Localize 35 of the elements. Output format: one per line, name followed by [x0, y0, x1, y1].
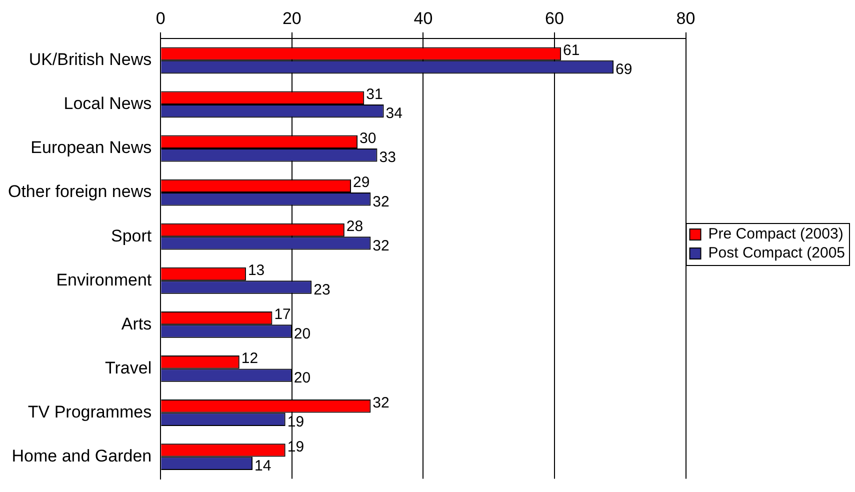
- x-tick-label: 80: [676, 8, 696, 28]
- y-tick-label: Home and Garden: [12, 446, 152, 466]
- data-label: 32: [372, 193, 390, 210]
- legend-label: Post Compact (2005: [708, 244, 846, 262]
- data-label: 61: [563, 42, 580, 59]
- data-label: 33: [379, 149, 396, 166]
- data-label: 69: [616, 61, 632, 78]
- y-tick-label: TV Programmes: [28, 402, 152, 422]
- data-label: 30: [360, 130, 376, 148]
- y-tick-label: Local News: [64, 94, 152, 114]
- data-label: 14: [254, 458, 272, 475]
- data-label: 31: [366, 86, 383, 103]
- y-tick-label: UK/British News: [28, 50, 152, 70]
- data-label: 20: [294, 369, 311, 386]
- y-tick-label: Travel: [105, 358, 152, 378]
- y-tick-label: Other foreign news: [8, 182, 152, 202]
- data-label: 32: [372, 394, 390, 412]
- y-tick-label: European News: [30, 138, 152, 158]
- x-tick-label: 0: [156, 8, 166, 28]
- data-label: 29: [352, 174, 370, 192]
- data-label: 34: [386, 105, 402, 122]
- data-label: 13: [248, 262, 265, 280]
- data-label: 32: [372, 237, 390, 254]
- x-tick-label: 60: [545, 8, 564, 28]
- x-tick-label: 40: [414, 8, 433, 28]
- legend-label: Pre Compact (2003): [708, 226, 844, 243]
- y-tick-label: Environment: [56, 270, 152, 290]
- x-tick-label: 20: [282, 8, 302, 28]
- data-label: 20: [294, 325, 311, 342]
- y-tick-label: Sport: [110, 226, 152, 246]
- data-label: 23: [314, 281, 330, 298]
- data-label: 28: [346, 218, 364, 236]
- data-label: 17: [274, 306, 291, 324]
- y-tick-label: Arts: [121, 314, 152, 334]
- data-label: 12: [241, 350, 258, 368]
